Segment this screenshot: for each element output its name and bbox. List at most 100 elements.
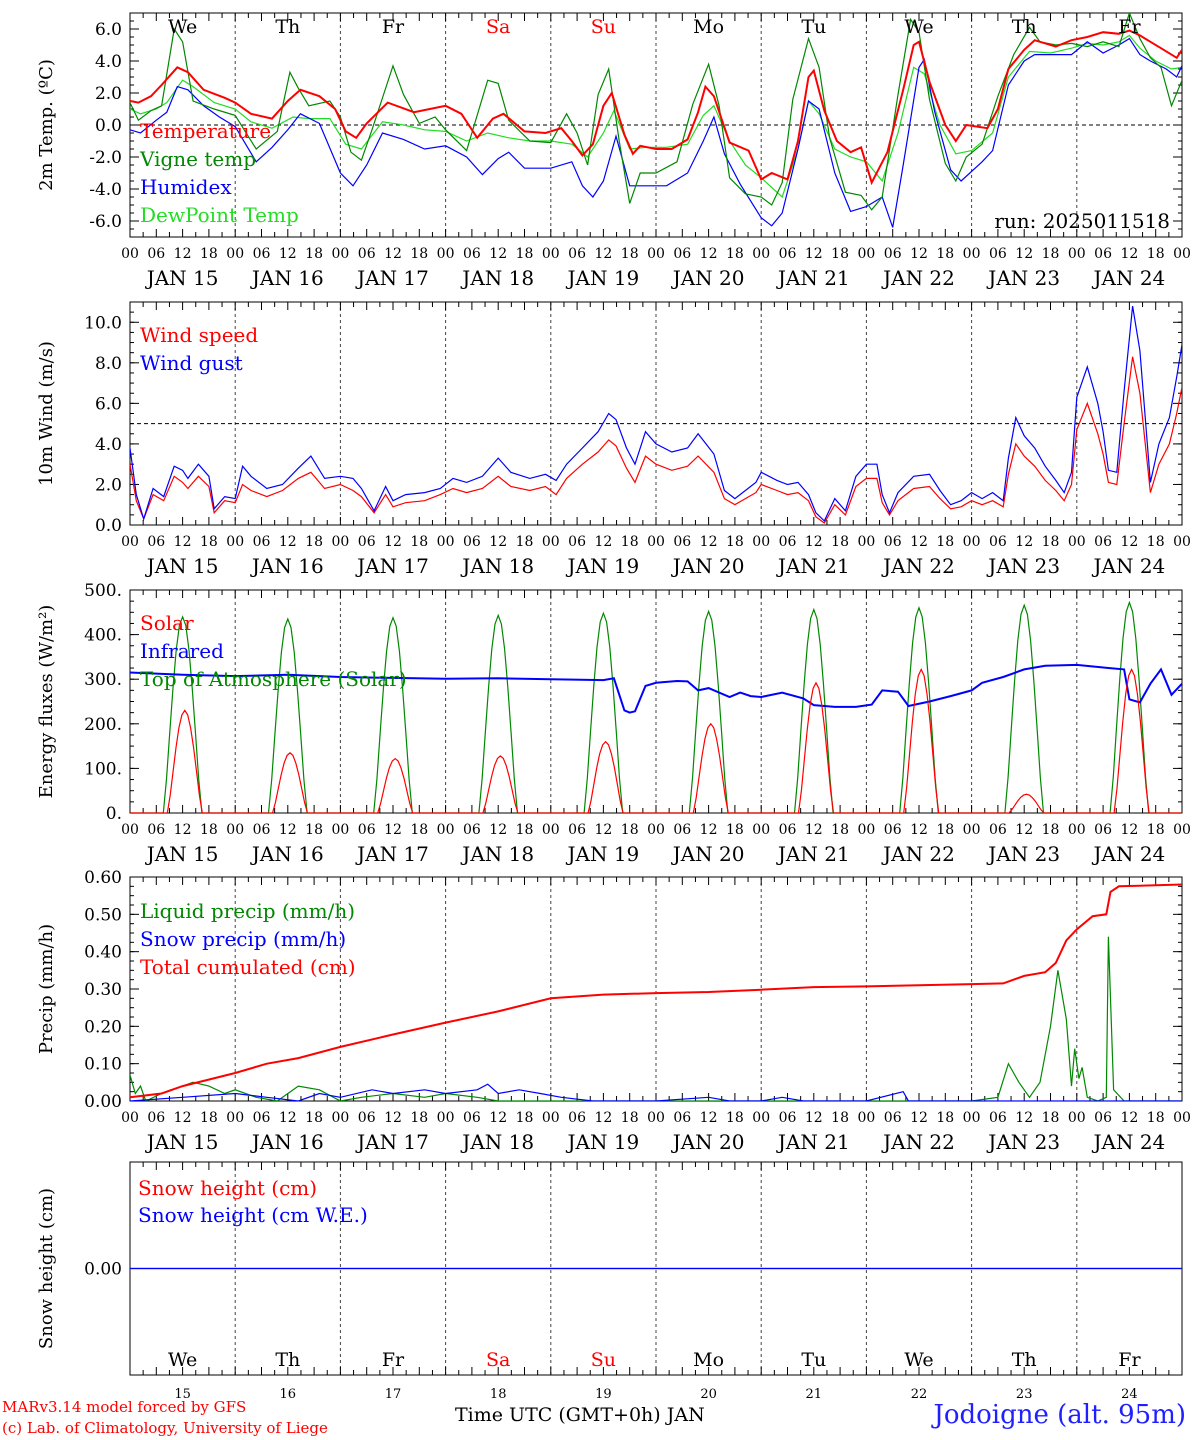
hour-tick-label: 06: [779, 246, 797, 262]
hour-tick-label: 18: [726, 1110, 744, 1126]
hour-tick-label: 12: [489, 1110, 507, 1126]
hour-tick-label: 06: [568, 1110, 586, 1126]
weekday-label: We: [168, 16, 197, 38]
hour-tick-label: 18: [305, 534, 323, 550]
weekday-label: Fr: [382, 1349, 405, 1371]
hour-tick-label: 12: [700, 246, 718, 262]
date-label: JAN 20: [671, 842, 745, 866]
hour-tick-label: 00: [542, 534, 560, 550]
hour-tick-label: 18: [516, 1110, 534, 1126]
y-axis-label: Precip (mm/h): [36, 924, 57, 1054]
hour-tick-label: 18: [1147, 534, 1165, 550]
copyright-credit: (c) Lab. of Climatology, University of L…: [2, 1419, 328, 1437]
legend-entry: Top of Atmosphere (Solar): [140, 667, 407, 691]
series-line-humidex: [130, 37, 1182, 228]
hour-tick-label: 12: [174, 1110, 192, 1126]
hour-tick-label: 00: [1173, 822, 1191, 838]
series-line-liquid-precip-mm-h: [130, 936, 1182, 1101]
weekday-label: Th: [275, 16, 300, 38]
hour-tick-label: 00: [542, 822, 560, 838]
hour-tick-label: 06: [568, 822, 586, 838]
hour-tick-label: 18: [200, 822, 218, 838]
hour-tick-label: 18: [621, 246, 639, 262]
date-label: JAN 17: [355, 266, 429, 290]
model-credit: MARv3.14 model forced by GFS: [2, 1398, 247, 1416]
hour-tick-label: 18: [410, 246, 428, 262]
series-line-snow-precip-mm-h: [130, 1083, 1182, 1101]
hour-tick-label: 06: [779, 822, 797, 838]
y-tick-label: 0.10: [84, 1055, 122, 1075]
y-tick-label: 0.00: [84, 1092, 122, 1112]
series-line-total-cumulated-cm: [130, 883, 1182, 1099]
hour-tick-label: 12: [1120, 822, 1138, 838]
hour-tick-label: 18: [831, 246, 849, 262]
y-axis-label: 2m Temp. (ºC): [36, 59, 57, 191]
hour-tick-label: 00: [752, 534, 770, 550]
weekday-label: Th: [275, 1349, 300, 1371]
date-label: JAN 18: [460, 842, 534, 866]
panel-1: 6.0 4.0 2.0 0.0 -2.0 -4.0 -6.0 2m Temp. (ºC) Tem…: [36, 12, 1191, 290]
y-tick-label: 300.: [84, 670, 122, 690]
legend-entry: Snow height (cm W.E.): [138, 1203, 368, 1227]
y-tick-label: 0.30: [84, 980, 122, 1000]
hour-tick-label: 12: [384, 534, 402, 550]
panel-2: 10.0 8.0 6.0 4.0 2.0 0.0 10m Wind (m/s) Wind sp…: [36, 301, 1191, 578]
legend-entry: Wind gust: [140, 351, 243, 375]
hour-tick-label: 06: [1094, 1110, 1112, 1126]
run-label: run: 2025011518: [994, 209, 1170, 233]
hour-tick-label: 12: [1015, 1110, 1033, 1126]
panel-3: 500. 400. 300. 200. 100. 0. Energy fluxes (W/m…: [36, 581, 1191, 866]
legend-entry: Humidex: [140, 175, 232, 199]
plot-frame: [129, 301, 1183, 526]
y-tick-label: 100.: [84, 759, 122, 779]
hour-tick-label: 06: [358, 1110, 376, 1126]
hour-tick-label: 00: [963, 822, 981, 838]
hour-tick-label: 00: [1173, 1110, 1191, 1126]
y-tick-label: 0.60: [84, 868, 122, 888]
y-tick-label: 0.00: [84, 1260, 122, 1280]
hour-tick-label: 00: [1173, 534, 1191, 550]
date-label: JAN 17: [355, 842, 429, 866]
hour-tick-label: 18: [200, 1110, 218, 1126]
y-tick-label: 200.: [84, 715, 122, 735]
hour-tick-label: 06: [568, 246, 586, 262]
hour-tick-label: 00: [647, 246, 665, 262]
hour-tick-label: 12: [279, 246, 297, 262]
series-line-solar: [130, 667, 1182, 813]
date-label: JAN 20: [671, 554, 745, 578]
hour-tick-label: 12: [910, 534, 928, 550]
date-label: JAN 23: [986, 1130, 1060, 1154]
hour-tick-label: 00: [121, 1110, 139, 1126]
hour-tick-label: 06: [358, 822, 376, 838]
plot-frame: [129, 589, 1183, 814]
hour-tick-label: 18: [621, 534, 639, 550]
hour-tick-label: 00: [437, 822, 455, 838]
series-line-wind-speed: [130, 356, 1182, 524]
y-tick-label: 6.0: [95, 20, 122, 40]
date-label: JAN 23: [986, 842, 1060, 866]
weekday-label: Su: [591, 1349, 616, 1371]
y-tick-label: 500.: [84, 581, 122, 601]
hour-tick-label: 06: [989, 246, 1007, 262]
hour-tick-label: 12: [594, 1110, 612, 1126]
hour-tick-label: 12: [279, 822, 297, 838]
hour-tick-label: 06: [884, 1110, 902, 1126]
hour-tick-label: 18: [516, 246, 534, 262]
hour-tick-label: 00: [1068, 534, 1086, 550]
date-label: JAN 21: [776, 266, 850, 290]
weekday-label: Sa: [486, 1349, 510, 1371]
y-tick-label: 4.0: [95, 52, 122, 72]
date-label: JAN 18: [460, 1130, 534, 1154]
legend-entry: Total cumulated (cm): [140, 955, 356, 979]
y-tick-label: 0.0: [95, 516, 122, 536]
hour-tick-label: 00: [331, 822, 349, 838]
hour-tick-label: 18: [1147, 246, 1165, 262]
y-tick-label: -4.0: [89, 180, 122, 200]
y-tick-label: 6.0: [95, 394, 122, 414]
hour-tick-label: 12: [805, 534, 823, 550]
hour-tick-label: 18: [200, 534, 218, 550]
hour-tick-label: 12: [1120, 534, 1138, 550]
date-label: JAN 23: [986, 266, 1060, 290]
day-number-label: 18: [490, 1387, 507, 1402]
